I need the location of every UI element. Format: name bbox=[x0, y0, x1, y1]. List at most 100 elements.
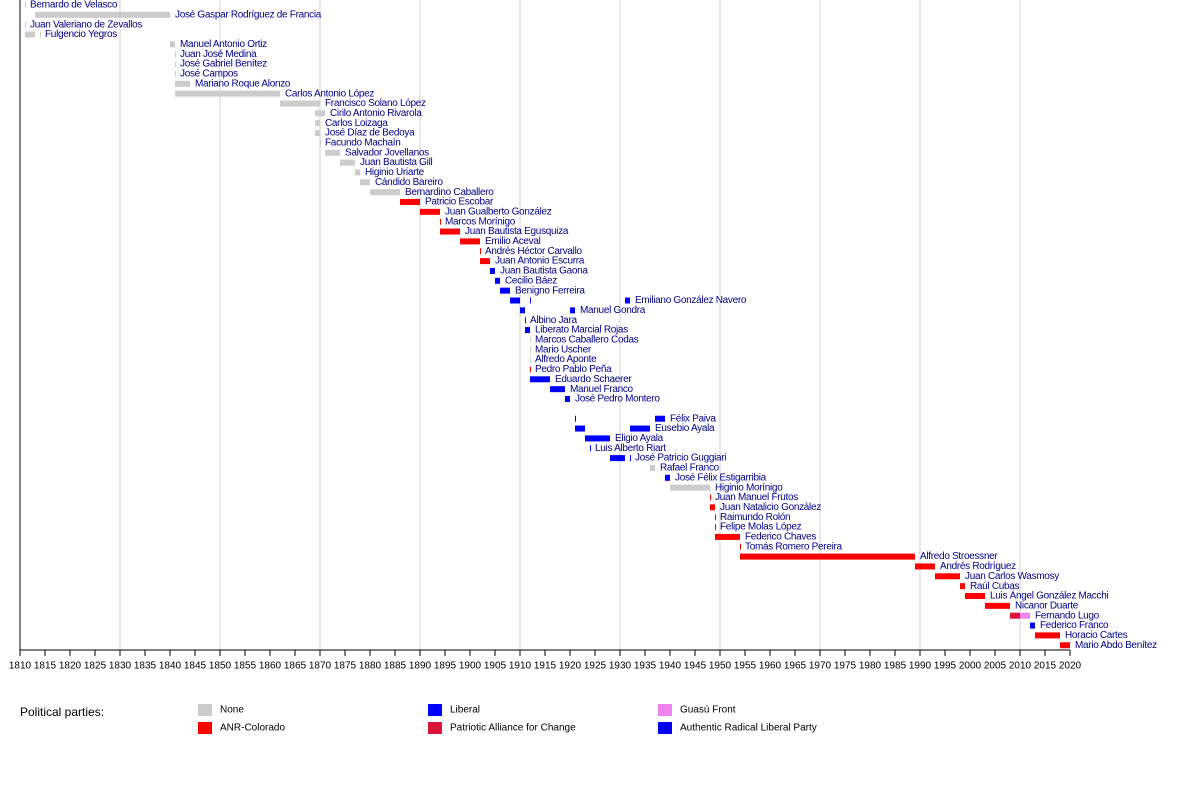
x-tick-label: 1810 bbox=[9, 661, 32, 672]
legend-swatch bbox=[198, 722, 212, 734]
term-bar bbox=[315, 130, 320, 137]
term-bar bbox=[480, 258, 490, 265]
term-bar bbox=[1010, 612, 1020, 619]
president-label: Manuel Antonio Ortiz bbox=[180, 39, 267, 50]
x-tick-label: 1990 bbox=[909, 661, 932, 672]
president-label: Bernardino Caballero bbox=[405, 187, 494, 198]
x-tick-label: 1885 bbox=[384, 661, 407, 672]
president-label: Luis Alberto Riart bbox=[595, 443, 666, 454]
term-bar bbox=[480, 248, 481, 255]
president-label: Higinio Morínigo bbox=[715, 482, 783, 493]
president-label: Albino Jara bbox=[530, 315, 577, 326]
president-label: Tomás Romero Pereira bbox=[745, 541, 843, 552]
term-bar bbox=[525, 317, 526, 324]
x-tick-label: 1820 bbox=[59, 661, 82, 672]
term-bar bbox=[530, 366, 531, 373]
term-bar bbox=[565, 396, 570, 402]
president-label: Juan Bautista Gaona bbox=[500, 266, 588, 277]
legend-swatch bbox=[658, 722, 672, 734]
legend-swatch bbox=[428, 722, 442, 734]
x-tick-label: 1900 bbox=[459, 661, 482, 672]
term-bar bbox=[520, 307, 525, 314]
term-bar bbox=[320, 139, 321, 146]
president-label: Pedro Pablo Peña bbox=[535, 364, 612, 375]
president-label: Juan Antonio Escurra bbox=[495, 256, 585, 267]
president-label: Patricio Escobar bbox=[425, 197, 494, 208]
term-bar bbox=[175, 70, 176, 77]
legend-title: Political parties: bbox=[20, 705, 104, 719]
term-bar bbox=[25, 2, 26, 8]
x-tick-label: 1965 bbox=[784, 661, 807, 672]
president-label: Andrés Héctor Carvallo bbox=[485, 246, 583, 257]
term-bar bbox=[585, 435, 610, 442]
president-label: Juan Gualberto González bbox=[445, 206, 552, 217]
president-label: Felipe Molas López bbox=[720, 522, 802, 533]
x-tick-label: 1930 bbox=[609, 661, 632, 672]
president-label: José Patricio Guggiari bbox=[635, 453, 726, 464]
term-bar bbox=[530, 376, 550, 383]
president-label: Liberato Marcial Rojas bbox=[535, 325, 628, 336]
president-label: Rafael Franco bbox=[660, 463, 720, 474]
president-label: Juan Bautista Egusquiza bbox=[465, 226, 569, 237]
x-tick-label: 1945 bbox=[684, 661, 707, 672]
term-bar bbox=[525, 327, 530, 334]
president-label: Horacio Cartes bbox=[1065, 630, 1128, 641]
president-label: José Pedro Montero bbox=[575, 394, 660, 405]
x-tick-label: 1895 bbox=[434, 661, 457, 672]
x-tick-label: 1980 bbox=[859, 661, 882, 672]
x-tick-label: 1985 bbox=[884, 661, 907, 672]
legend-label: Liberal bbox=[450, 705, 480, 716]
president-label: Juan Valeriano de Zevallos bbox=[30, 19, 142, 30]
term-bar bbox=[650, 464, 655, 471]
x-tick-label: 2015 bbox=[1034, 661, 1057, 672]
term-bar bbox=[1020, 612, 1030, 619]
president-label: Federico Franco bbox=[1040, 620, 1109, 631]
term-bar bbox=[1030, 622, 1035, 629]
legend-swatch bbox=[198, 704, 212, 716]
president-label: Mariano Roque Alonzo bbox=[195, 78, 291, 89]
president-label: José Díaz de Bedoya bbox=[325, 128, 415, 139]
term-bar bbox=[630, 455, 631, 462]
term-bar bbox=[25, 31, 35, 38]
president-label: Emilio Aceval bbox=[485, 236, 541, 247]
term-bar bbox=[530, 346, 531, 353]
term-bar bbox=[715, 524, 716, 531]
term-bar bbox=[370, 189, 400, 196]
president-label: Facundo Machaín bbox=[325, 138, 401, 149]
x-tick-label: 1875 bbox=[334, 661, 357, 672]
x-tick-label: 1840 bbox=[159, 661, 182, 672]
term-bar bbox=[170, 41, 175, 48]
president-label: Mario Abdo Benítez bbox=[1075, 640, 1157, 651]
president-label: Juan Natalicio González bbox=[720, 502, 821, 513]
president-label: Alfredo Aponte bbox=[535, 354, 597, 365]
president-label: Salvador Jovellanos bbox=[345, 147, 429, 158]
term-bar bbox=[35, 11, 170, 18]
term-bar bbox=[355, 169, 360, 176]
term-bar bbox=[655, 415, 665, 422]
x-tick-label: 2000 bbox=[959, 661, 982, 672]
president-label: Andrés Rodríguez bbox=[940, 561, 1016, 572]
term-bar bbox=[715, 533, 740, 540]
legend-swatch bbox=[658, 704, 672, 716]
term-bar bbox=[340, 159, 355, 166]
x-tick-label: 1870 bbox=[309, 661, 332, 672]
president-label: Eusebio Ayala bbox=[655, 423, 715, 434]
term-bar bbox=[630, 425, 650, 432]
legend-label: None bbox=[220, 705, 244, 716]
term-bar bbox=[550, 386, 565, 393]
president-label: José Gabriel Benítez bbox=[180, 59, 267, 70]
x-tick-label: 1850 bbox=[209, 661, 232, 672]
president-label: Raimundo Rolón bbox=[720, 512, 790, 523]
president-label: Fulgencio Yegros bbox=[45, 29, 117, 40]
president-label: Emiliano González Navero bbox=[635, 295, 747, 306]
term-bar bbox=[960, 583, 965, 590]
president-label: Marcos Caballero Codas bbox=[535, 335, 639, 346]
term-bar bbox=[315, 120, 320, 127]
term-bar bbox=[440, 218, 441, 225]
term-bar bbox=[710, 504, 715, 511]
president-label: Alfredo Stroessner bbox=[920, 551, 998, 562]
president-label: Marcos Morínigo bbox=[445, 216, 516, 227]
x-tick-label: 1890 bbox=[409, 661, 432, 672]
president-label: José Gaspar Rodríguez de Francia bbox=[175, 9, 322, 20]
president-label: José Campos bbox=[180, 69, 238, 80]
